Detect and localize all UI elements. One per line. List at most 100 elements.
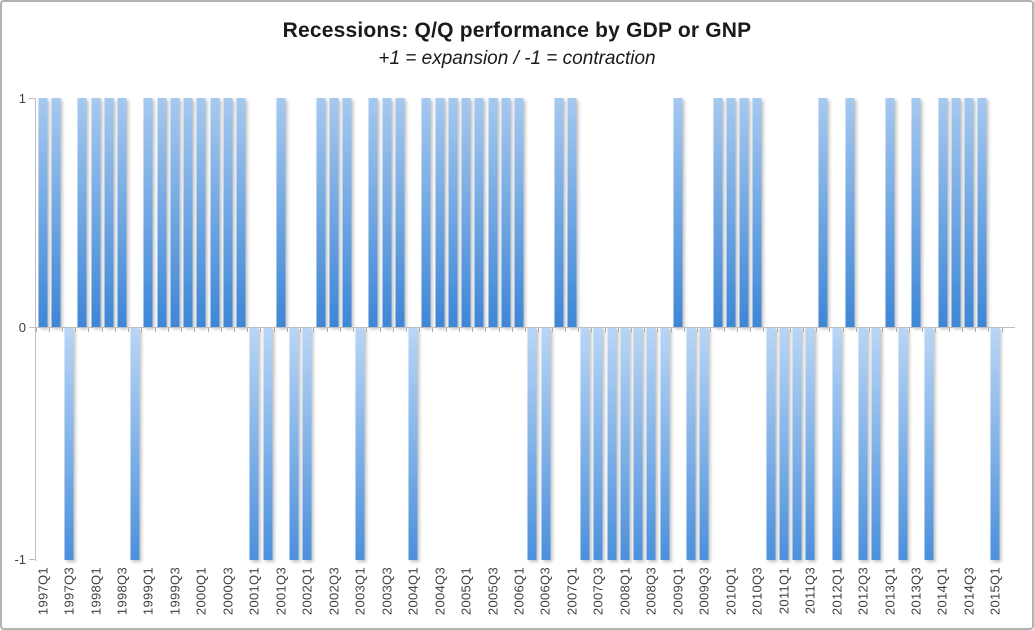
bar-1998Q2-expansion (104, 98, 114, 327)
x-axis-tick (313, 327, 315, 332)
x-axis-tick (273, 327, 275, 332)
bar-slot-2007Q2 (579, 98, 592, 560)
x-axis-tick (829, 327, 831, 332)
x-axis-tick (869, 327, 871, 332)
x-axis-label-1999Q1: 1999Q1 (140, 567, 156, 616)
bar-2010Q4-contraction (766, 327, 775, 560)
bar-1997Q1-expansion (38, 98, 48, 327)
x-axis-tick (353, 327, 355, 332)
bar-slot-2012Q1 (830, 98, 843, 560)
y-axis-tick (29, 559, 35, 560)
x-axis-tick (630, 327, 632, 332)
x-axis-tick (644, 327, 646, 332)
x-axis-label-1999Q3: 1999Q3 (167, 567, 183, 616)
x-axis-tick (961, 327, 963, 332)
x-axis-label-2007Q1: 2007Q1 (564, 567, 580, 616)
x-axis-label-1997Q1: 1997Q1 (35, 567, 51, 616)
bar-1997Q2-expansion (51, 98, 61, 327)
x-axis-label-2008Q1: 2008Q1 (617, 567, 633, 616)
bars-area (35, 98, 1003, 560)
bar-slot-2011Q4 (817, 98, 830, 560)
bar-slot-2002Q3 (327, 98, 340, 560)
x-axis-tick (525, 327, 527, 332)
bar-slot-2013Q3 (909, 98, 922, 560)
bar-2012Q1-contraction (832, 327, 842, 560)
y-axis-tick (29, 327, 35, 328)
x-axis-label-2002Q1: 2002Q1 (299, 567, 315, 616)
bar-slot-1999Q1 (142, 98, 155, 560)
bar-slot-1999Q4 (182, 98, 195, 560)
x-axis-tick (432, 327, 434, 332)
x-axis-tick (339, 327, 341, 332)
x-axis-tick (406, 327, 408, 332)
bar-2011Q2-contraction (792, 327, 802, 560)
bar-2014Q2-expansion (951, 98, 961, 327)
bar-slot-2006Q4 (552, 98, 565, 560)
bar-1997Q3-contraction (64, 327, 74, 560)
bar-2007Q4-contraction (607, 327, 617, 560)
x-axis-tick (683, 327, 685, 332)
bar-slot-2005Q2 (473, 98, 486, 560)
x-axis-tick (895, 327, 897, 332)
bar-2004Q2-expansion (421, 98, 431, 327)
x-axis-label-2011Q3: 2011Q3 (802, 567, 818, 615)
bar-slot-2000Q1 (195, 98, 208, 560)
bar-2010Q3-expansion (752, 98, 762, 327)
bar-slot-2005Q3 (486, 98, 499, 560)
bar-2014Q3-expansion (964, 98, 974, 327)
bar-2001Q2-contraction (263, 327, 273, 560)
bar-2005Q1-expansion (461, 98, 471, 327)
x-axis-label-2009Q3: 2009Q3 (696, 567, 712, 616)
x-axis-label-2010Q1: 2010Q1 (723, 567, 739, 616)
x-axis-tick (657, 327, 659, 332)
x-axis-tick (763, 327, 765, 332)
bar-2014Q1-expansion (938, 98, 948, 327)
x-axis-tick (551, 327, 553, 332)
x-axis-label-2006Q1: 2006Q1 (511, 567, 527, 616)
bar-slot-2007Q3 (592, 98, 605, 560)
x-axis-tick (855, 327, 857, 332)
x-axis-tick (419, 327, 421, 332)
bar-2009Q2-contraction (686, 327, 696, 560)
bar-slot-2003Q3 (380, 98, 393, 560)
bar-slot-2014Q1 (936, 98, 949, 560)
x-axis-label-2012Q3: 2012Q3 (855, 567, 871, 616)
bar-slot-1999Q2 (155, 98, 168, 560)
bar-1999Q1-expansion (143, 98, 153, 327)
bar-slot-2009Q2 (684, 98, 697, 560)
x-axis-tick (723, 327, 725, 332)
x-axis-tick (379, 327, 381, 332)
bar-slot-2008Q1 (618, 98, 631, 560)
bar-slot-2010Q1 (724, 98, 737, 560)
bar-2006Q1-expansion (514, 98, 524, 327)
x-axis-label-2002Q3: 2002Q3 (326, 567, 342, 616)
x-axis-tick (816, 327, 818, 332)
bar-slot-1997Q2 (49, 98, 62, 560)
bar-2004Q4-expansion (448, 98, 458, 327)
bar-slot-2010Q2 (737, 98, 750, 560)
x-axis-tick (260, 327, 262, 332)
x-axis-tick (578, 327, 580, 332)
x-axis-tick (789, 327, 791, 332)
bar-2003Q1-contraction (355, 327, 365, 560)
x-axis-tick (485, 327, 487, 332)
x-axis-tick (101, 327, 103, 332)
x-axis-tick (750, 327, 752, 332)
x-axis-label-2014Q1: 2014Q1 (934, 567, 950, 616)
x-axis-label-2001Q1: 2001Q1 (246, 567, 262, 616)
x-axis-tick (988, 327, 990, 332)
zero-axis-line (35, 327, 1015, 328)
bar-2009Q1-expansion (673, 98, 683, 327)
bar-2013Q2-contraction (898, 327, 908, 560)
bar-slot-1997Q4 (76, 98, 89, 560)
x-axis-label-2011Q1: 2011Q1 (776, 567, 792, 615)
x-axis-tick (458, 327, 460, 332)
x-axis-label-2000Q3: 2000Q3 (220, 567, 236, 616)
bar-slot-2014Q3 (962, 98, 975, 560)
bar-slot-2005Q4 (499, 98, 512, 560)
x-axis-tick (935, 327, 937, 332)
bar-1998Q1-expansion (91, 98, 101, 327)
bar-slot-2009Q1 (671, 98, 684, 560)
bar-slot-2000Q4 (235, 98, 248, 560)
bar-slot-2012Q3 (857, 98, 870, 560)
